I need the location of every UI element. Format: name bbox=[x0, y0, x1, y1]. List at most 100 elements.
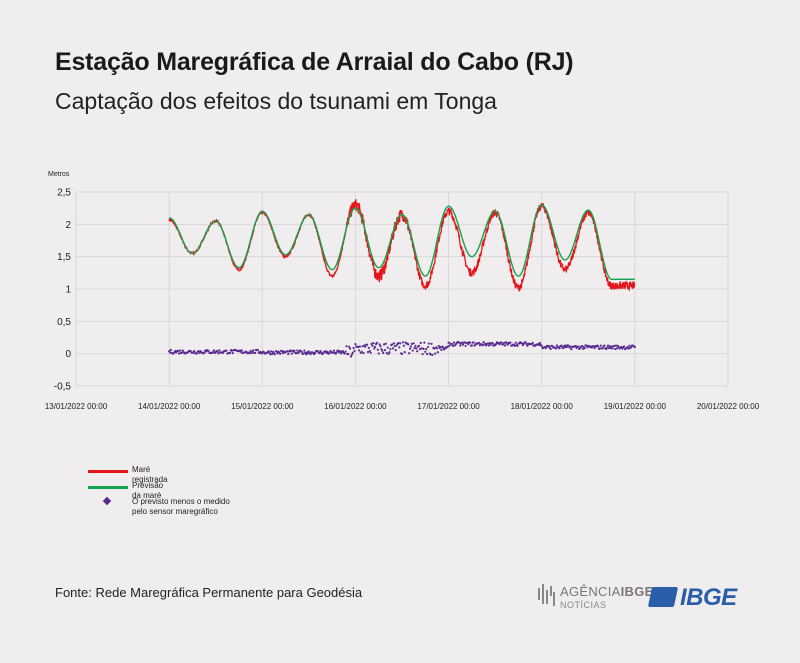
residual-point bbox=[503, 341, 506, 344]
residual-point bbox=[273, 353, 276, 356]
legend-label: Maré registrada bbox=[132, 465, 168, 484]
residual-point bbox=[425, 348, 428, 351]
residual-point bbox=[373, 347, 376, 350]
residual-point bbox=[446, 345, 449, 348]
residual-point bbox=[383, 348, 387, 352]
residual-point bbox=[593, 346, 596, 350]
residual-point bbox=[365, 343, 369, 346]
residual-point bbox=[319, 350, 322, 353]
residual-point bbox=[279, 352, 282, 355]
residual-point bbox=[293, 349, 296, 352]
residual-point bbox=[615, 347, 619, 350]
residual-point bbox=[581, 347, 585, 350]
residual-point bbox=[425, 352, 429, 356]
residual-point bbox=[353, 349, 356, 353]
residual-point bbox=[207, 349, 210, 352]
residual-point bbox=[287, 352, 290, 356]
residual-point bbox=[198, 351, 201, 355]
residual-point bbox=[225, 349, 228, 352]
residual-point bbox=[531, 341, 534, 344]
residual-point bbox=[295, 352, 298, 355]
residual-point bbox=[494, 343, 498, 346]
residual-point bbox=[628, 344, 631, 347]
residual-point bbox=[374, 345, 377, 348]
residual-point bbox=[426, 345, 430, 349]
residual-point bbox=[611, 347, 614, 350]
residual-point bbox=[429, 353, 432, 356]
residual-point bbox=[506, 343, 509, 346]
residual-point bbox=[503, 344, 507, 347]
residual-point bbox=[307, 350, 310, 353]
residual-point bbox=[331, 351, 335, 354]
residual-point bbox=[419, 341, 422, 345]
residual-point bbox=[216, 350, 219, 353]
residual-point bbox=[422, 347, 425, 350]
residual-point bbox=[412, 342, 415, 345]
residual-point bbox=[276, 352, 279, 355]
residual-point bbox=[271, 352, 274, 356]
residual-point bbox=[177, 352, 181, 355]
residual-point bbox=[418, 348, 422, 351]
residual-point bbox=[306, 352, 310, 355]
residual-point bbox=[525, 342, 528, 346]
residual-point bbox=[248, 351, 251, 355]
residual-point bbox=[351, 351, 354, 354]
residual-point bbox=[458, 341, 461, 344]
residual-point bbox=[549, 347, 552, 351]
residual-point bbox=[601, 347, 604, 350]
x-tick-label: 17/01/2022 00:00 bbox=[417, 402, 480, 411]
residual-point bbox=[328, 352, 331, 355]
residual-point bbox=[392, 342, 396, 345]
residual-point bbox=[606, 344, 610, 347]
residual-point bbox=[565, 345, 568, 349]
residual-point bbox=[560, 344, 563, 347]
residual-point bbox=[296, 349, 299, 352]
source-note: Fonte: Rede Maregráfica Permanente para … bbox=[55, 585, 363, 600]
residual-point bbox=[633, 346, 636, 349]
residual-point bbox=[382, 343, 386, 346]
residual-point bbox=[360, 350, 363, 353]
residual-point bbox=[409, 345, 413, 348]
residual-point bbox=[451, 343, 454, 346]
residual-point bbox=[354, 342, 357, 346]
series-previsao-mare bbox=[169, 204, 635, 280]
residual-point bbox=[379, 345, 382, 348]
residual-point bbox=[382, 351, 385, 355]
residual-point bbox=[464, 344, 467, 347]
residual-point bbox=[218, 349, 221, 352]
residual-point bbox=[509, 341, 512, 344]
residual-point bbox=[569, 345, 572, 348]
residual-point bbox=[371, 344, 374, 347]
residual-point bbox=[212, 349, 216, 352]
residual-point bbox=[380, 348, 383, 351]
residual-point bbox=[384, 342, 387, 345]
residual-point bbox=[348, 345, 351, 349]
residual-point bbox=[399, 342, 402, 345]
residual-point bbox=[436, 351, 439, 354]
agencia-sublabel: NOTÍCIAS bbox=[560, 600, 607, 610]
residual-point bbox=[599, 344, 602, 347]
x-tick-label: 18/01/2022 00:00 bbox=[511, 402, 574, 411]
residual-point bbox=[303, 349, 306, 352]
legend-label: Previsão da maré bbox=[132, 481, 164, 500]
residual-point bbox=[256, 348, 259, 351]
residual-point bbox=[408, 347, 412, 350]
ibge-logo-text: IBGE bbox=[680, 584, 737, 611]
residual-point bbox=[435, 347, 439, 350]
residual-point bbox=[275, 350, 278, 353]
residual-point bbox=[211, 351, 215, 354]
residual-point bbox=[451, 344, 455, 347]
residual-point bbox=[280, 350, 284, 353]
x-tick-label: 16/01/2022 00:00 bbox=[324, 402, 387, 411]
residual-point bbox=[563, 346, 567, 349]
residual-point bbox=[520, 342, 524, 345]
y-tick-label: 0,5 bbox=[57, 317, 71, 328]
legend-swatch-red bbox=[88, 470, 128, 473]
residual-point bbox=[415, 347, 418, 350]
y-tick-label: 1,5 bbox=[57, 252, 71, 263]
residual-point bbox=[387, 352, 390, 356]
residual-point bbox=[627, 347, 630, 350]
residual-point bbox=[309, 353, 312, 356]
residual-point bbox=[614, 344, 618, 347]
residual-point bbox=[367, 346, 370, 349]
